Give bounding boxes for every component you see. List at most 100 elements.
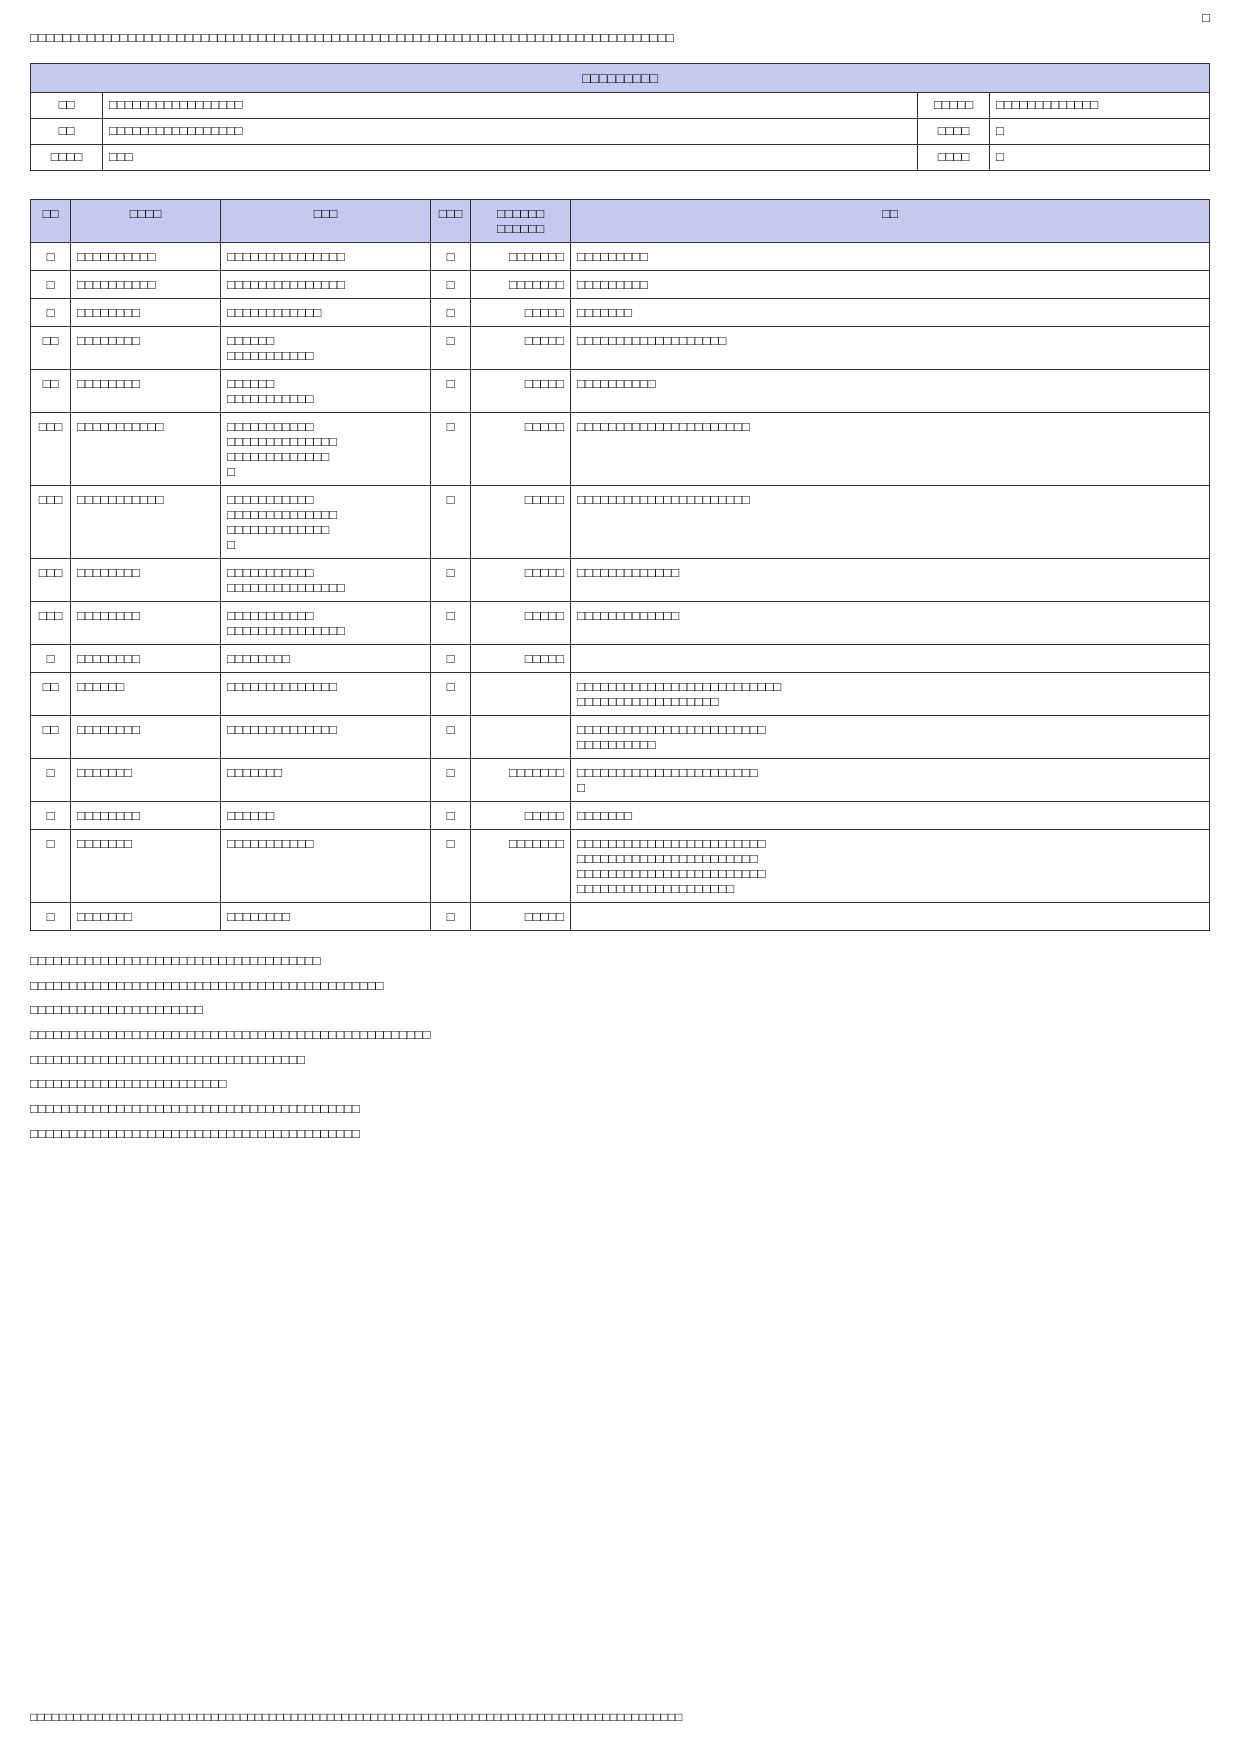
table-cell: □□□□□□□□□□□ □□□□□□□□□□□□□□ □□□□□□□□□□□□□… xyxy=(221,413,431,486)
table-cell: □ xyxy=(31,645,71,673)
table-cell: □□□□□□□□ xyxy=(71,716,221,759)
header-row-value: □ xyxy=(990,119,1210,145)
table-cell: □ xyxy=(431,486,471,559)
header-row-label: □□□□ xyxy=(31,145,103,171)
header-table: □□□□□□□□□ □□ □□□□□□□□□□□□□□□□□ □□□□□ □□□… xyxy=(30,63,1210,171)
table-cell: □ xyxy=(431,327,471,370)
table-cell: □□□ xyxy=(31,602,71,645)
notes-line: □□□□□□□□□□□□□□□□□□□□□□□□□□□□□□□□□□□□□□□□… xyxy=(30,1097,1210,1122)
table-cell: □□□□□□□ xyxy=(471,830,571,903)
header-row-label: □□□□□ xyxy=(918,93,990,119)
table-row: □□□□□□□□□□□□□□□□□□□□□□□□□□□□□□□□□□□□□□□□… xyxy=(31,716,1210,759)
table-cell: □ xyxy=(431,299,471,327)
table-cell: □□□□□□□□□□ xyxy=(71,271,221,299)
table-cell: □□□□□□□□ xyxy=(71,327,221,370)
col-header: □□□ xyxy=(221,200,431,243)
table-cell: □□□□□□□□□□ xyxy=(71,243,221,271)
table-cell: □ xyxy=(431,559,471,602)
table-cell: □□□□□□□□ xyxy=(71,559,221,602)
notes-block: □□□□□□□□□□□□□□□□□□□□□□□□□□□□□□□□□□□□□□□□… xyxy=(30,949,1210,1147)
table-row: □□□□□□□□□□□□□□□□□□□□□□□□□ □□□□□□□□□□□□□□… xyxy=(31,486,1210,559)
header-row-value: □□□□□□□□□□□□□ xyxy=(990,93,1210,119)
table-cell: □□□□□□□□□□□ □□□□□□□□□□□□□□ □□□□□□□□□□□□□… xyxy=(221,486,431,559)
col-header: □□ xyxy=(571,200,1210,243)
table-row: □□□□□□□□□□□□□□□□□□□□□□ □□□□□□□□□□□□□□□□□… xyxy=(31,602,1210,645)
table-cell: □□□□□□□□□□□ □□□□□□□□□□□□□□□ xyxy=(221,602,431,645)
table-cell: □□□□□ xyxy=(471,370,571,413)
table-cell: □ xyxy=(431,716,471,759)
table-cell: □□□□□□□□□□□□ xyxy=(221,299,431,327)
header-row: □□□□ □□□ □□□□ □ xyxy=(31,145,1210,171)
header-row-label: □□□□ xyxy=(918,119,990,145)
header-row-value: □ xyxy=(990,145,1210,171)
table-cell: □□□□□□□□□□□ xyxy=(71,486,221,559)
header-row-value: □□□□□□□□□□□□□□□□□ xyxy=(103,93,918,119)
col-header: □□ xyxy=(31,200,71,243)
table-cell: □ xyxy=(31,903,71,931)
table-cell: □□□□□ xyxy=(471,802,571,830)
table-cell: □ xyxy=(31,759,71,802)
table-cell: □□□□□□□□□□□ □□□□□□□□□□□□□□□ xyxy=(221,559,431,602)
table-cell: □ xyxy=(31,271,71,299)
table-cell: □ xyxy=(431,830,471,903)
table-cell: □□□□□□□□□□□□□□□□□□□□□□ xyxy=(571,413,1210,486)
footer: □□□□□□□□□□□□□□□□□□□□□□□□□□□□□□□□□□□□□□□□… xyxy=(30,1710,1210,1724)
table-cell: □□□□□ xyxy=(471,559,571,602)
table-cell: □□ xyxy=(31,716,71,759)
table-cell: □□□ xyxy=(31,559,71,602)
top-paragraph: □□□□□□□□□□□□□□□□□□□□□□□□□□□□□□□□□□□□□□□□… xyxy=(30,30,1210,45)
header-row-value: □□□ xyxy=(103,145,918,171)
table-row: □□□□□□□□□□□□□□□□□□□□□□□□□□□□□□□□□□ xyxy=(31,299,1210,327)
table-cell: □ xyxy=(31,299,71,327)
table-row: □□□□□□□□□□□□□□□□□□□□□□□□□□□□□□□□□□□□□□□□… xyxy=(31,673,1210,716)
table-cell: □ xyxy=(431,413,471,486)
table-cell: □ xyxy=(431,645,471,673)
table-cell: □□□□□□ □□□□□□□□□□□ xyxy=(221,370,431,413)
table-cell: □□□□□□□ xyxy=(71,903,221,931)
table-cell: □ xyxy=(31,830,71,903)
table-cell: □□□□□□□□□□ xyxy=(571,370,1210,413)
header-row-label: □□ xyxy=(31,93,103,119)
col-header: □□□ xyxy=(431,200,471,243)
table-cell: □□□□□ xyxy=(471,327,571,370)
table-row: □□□□□□□□□□□□□□□□□□□□□□ xyxy=(31,903,1210,931)
table-cell xyxy=(471,673,571,716)
table-cell: □□□ xyxy=(31,486,71,559)
header-row: □□ □□□□□□□□□□□□□□□□□ □□□□ □ xyxy=(31,119,1210,145)
table-cell: □□□□□□□□□□□□□□□□□□□□□□ xyxy=(571,486,1210,559)
header-row-label: □□□□ xyxy=(918,145,990,171)
main-table: □□ □□□□ □□□ □□□ □□□□□□ □□□□□□ □□ □□□□□□□… xyxy=(30,199,1210,931)
table-cell: □□□□□□□□□□□ xyxy=(71,413,221,486)
table-cell: □□□□□□□ xyxy=(471,243,571,271)
table-cell: □□□□□□□ xyxy=(471,271,571,299)
table-cell: □□□□□□□□□□□□□□□□□□□□□□□□□□ □□□□□□□□□□□□□… xyxy=(571,673,1210,716)
table-cell: □□ xyxy=(31,370,71,413)
notes-line: □□□□□□□□□□□□□□□□□□□□□□ xyxy=(30,998,1210,1023)
table-cell: □□□□□□□ xyxy=(571,299,1210,327)
table-cell: □□□ xyxy=(31,413,71,486)
table-cell: □ xyxy=(431,903,471,931)
table-cell xyxy=(571,645,1210,673)
table-cell: □□□□□□□□ xyxy=(71,645,221,673)
table-row: □□□□□□□□□□□□□□□□□□□□□□□□□□□□□□□□□□□□□□□□… xyxy=(31,759,1210,802)
header-title: □□□□□□□□□ xyxy=(31,64,1210,93)
table-cell: □□□□□□□ xyxy=(471,759,571,802)
table-cell: □□□□□□□□ xyxy=(71,602,221,645)
table-row: □□□□□□□□□□□□□□□□□□□□□□ □□□□□□□□□□□□□□□□□… xyxy=(31,559,1210,602)
notes-line: □□□□□□□□□□□□□□□□□□□□□□□□□□□□□□□□□□□□□ xyxy=(30,949,1210,974)
table-cell: □□□□□□□□□□□□□□□ xyxy=(221,243,431,271)
table-cell: □ xyxy=(431,243,471,271)
table-cell: □□□□□□□□ xyxy=(71,299,221,327)
header-row-label: □□ xyxy=(31,119,103,145)
table-cell: □□□□□□□□□ xyxy=(571,243,1210,271)
table-cell: □□□□□□ xyxy=(221,802,431,830)
table-cell: □ xyxy=(31,243,71,271)
table-cell: □□□□□□□□□□□□□ xyxy=(571,559,1210,602)
table-cell: □□□□□□□□□□□□□□□□□□□□□□□□ □□□□□□□□□□□□□□□… xyxy=(571,830,1210,903)
table-cell: □□□□□ xyxy=(471,645,571,673)
table-cell: □□□□□□□□ xyxy=(71,802,221,830)
header-row: □□ □□□□□□□□□□□□□□□□□ □□□□□ □□□□□□□□□□□□□ xyxy=(31,93,1210,119)
table-cell: □□□□□□□□□□□□□□□ xyxy=(221,271,431,299)
table-cell: □□ xyxy=(31,327,71,370)
table-cell: □□□□□ xyxy=(471,903,571,931)
